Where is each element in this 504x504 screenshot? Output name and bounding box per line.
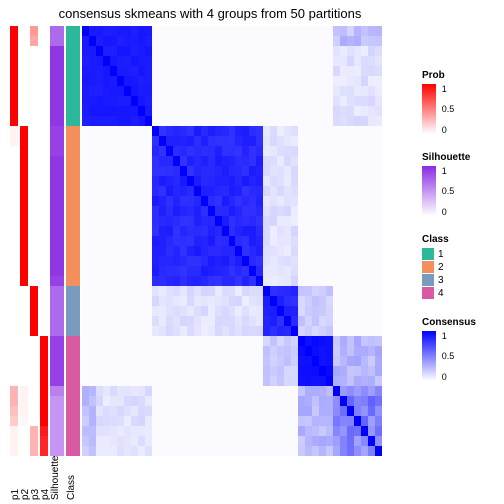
- gradient-silhouette: [422, 166, 436, 216]
- anno-track-class: [66, 26, 80, 456]
- anno-track-p4: [40, 26, 48, 456]
- consensus-heatmap: [82, 26, 382, 456]
- anno-track-silhouette: [50, 26, 64, 456]
- anno-track-p3: [30, 26, 38, 456]
- legend-prob: Prob 10.50: [422, 70, 496, 134]
- legend-class-item: 4: [422, 287, 496, 299]
- xlabel-p1: p1: [10, 458, 18, 502]
- xlabel-class: Class: [66, 458, 80, 502]
- chart-title: consensus skmeans with 4 groups from 50 …: [0, 6, 420, 21]
- xlabel-p2: p2: [20, 458, 28, 502]
- anno-track-p1: [10, 26, 18, 456]
- anno-track-p2: [20, 26, 28, 456]
- legend-silhouette: Silhouette 10.50: [422, 152, 496, 216]
- xlabel-p3: p3: [30, 458, 38, 502]
- legend-class: Class 1234: [422, 234, 496, 299]
- legends-panel: Prob 10.50 Silhouette 10.50 Class 1234 C…: [422, 70, 496, 399]
- plot-area: [10, 26, 410, 456]
- legend-class-item: 1: [422, 248, 496, 260]
- legend-consensus: Consensus 10.50: [422, 317, 496, 381]
- x-axis-labels: p1p2p3p4SilhouetteClass: [10, 458, 80, 502]
- legend-class-item: 2: [422, 261, 496, 273]
- legend-class-item: 3: [422, 274, 496, 286]
- gradient-consensus: [422, 331, 436, 381]
- xlabel-p4: p4: [40, 458, 48, 502]
- gradient-prob: [422, 84, 436, 134]
- xlabel-silhouette: Silhouette: [50, 458, 64, 502]
